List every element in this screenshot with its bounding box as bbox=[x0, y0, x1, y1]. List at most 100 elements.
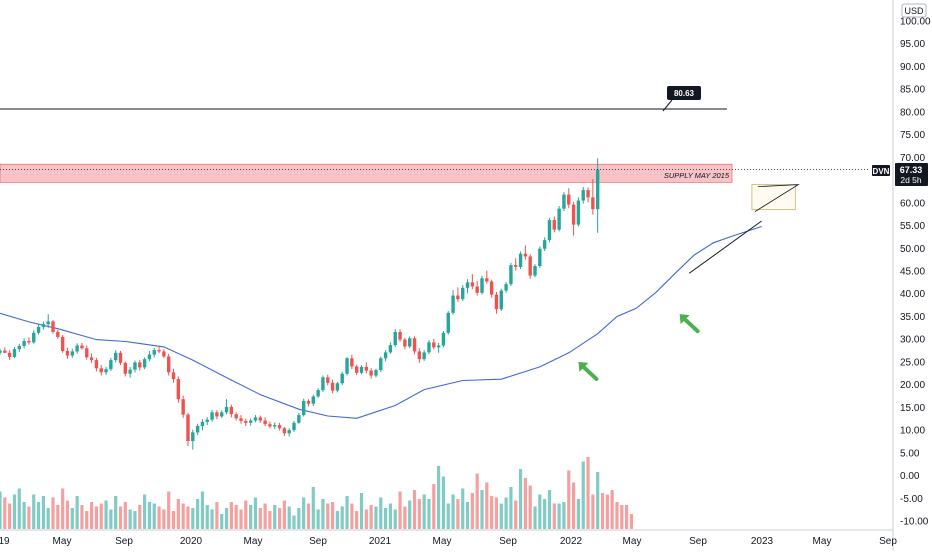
candle bbox=[417, 348, 422, 363]
currency-label[interactable]: USD bbox=[904, 6, 924, 16]
volume-bar bbox=[94, 506, 98, 529]
candle-body bbox=[326, 377, 330, 383]
candle-body bbox=[514, 265, 518, 267]
volume-bar bbox=[499, 503, 503, 529]
candle-body bbox=[412, 338, 417, 352]
candle bbox=[475, 281, 479, 296]
candle bbox=[552, 216, 556, 233]
candle-body bbox=[383, 352, 388, 359]
candle bbox=[330, 379, 335, 394]
candle bbox=[547, 217, 552, 243]
candle bbox=[374, 368, 378, 378]
volume-bar bbox=[244, 500, 248, 529]
candle-body bbox=[542, 240, 547, 249]
y-tick-label: 40.00 bbox=[900, 289, 925, 300]
volume-bar bbox=[17, 488, 21, 529]
candle-body bbox=[138, 362, 142, 368]
candle-body bbox=[220, 412, 224, 417]
candle-body bbox=[480, 278, 484, 293]
volume-bar bbox=[138, 505, 142, 529]
candle-body bbox=[509, 265, 513, 285]
volume-bar bbox=[162, 509, 166, 529]
volume-bar bbox=[36, 502, 41, 529]
candle-body bbox=[22, 341, 26, 346]
y-tick-label: 15.00 bbox=[900, 403, 925, 414]
candle bbox=[234, 412, 238, 421]
volume-bar bbox=[128, 509, 132, 529]
candle-body bbox=[210, 412, 214, 420]
candle bbox=[258, 415, 262, 423]
volume-bar bbox=[268, 511, 272, 529]
candles bbox=[0, 158, 600, 450]
volume-bar bbox=[133, 511, 137, 529]
candle bbox=[485, 270, 489, 284]
volume-bar bbox=[427, 499, 431, 529]
candle-body bbox=[157, 350, 161, 352]
candle bbox=[36, 324, 41, 335]
y-tick-label: 75.00 bbox=[900, 130, 925, 141]
candle-body bbox=[12, 349, 17, 357]
volume-bar bbox=[51, 497, 55, 529]
candle bbox=[176, 376, 181, 403]
candle bbox=[441, 331, 446, 348]
volume-bar bbox=[114, 496, 118, 529]
candle-body bbox=[113, 352, 118, 361]
candle-body bbox=[388, 345, 393, 353]
candle-body bbox=[393, 331, 397, 346]
candle-body bbox=[7, 352, 12, 357]
candle-body bbox=[248, 420, 253, 423]
volume-bar bbox=[374, 506, 378, 529]
candle-body bbox=[533, 266, 537, 276]
volume-bar bbox=[571, 482, 576, 529]
candle bbox=[65, 347, 70, 359]
candle-body bbox=[379, 358, 383, 371]
candle bbox=[571, 201, 576, 236]
candle-body bbox=[118, 352, 123, 363]
volume-bar bbox=[620, 505, 624, 529]
candle-body bbox=[273, 425, 277, 427]
candle bbox=[152, 347, 156, 358]
candle bbox=[12, 346, 17, 359]
drawings-layer bbox=[0, 108, 870, 381]
volume-bar bbox=[562, 502, 566, 529]
volume-bar bbox=[46, 508, 50, 529]
green-arrow-shaft bbox=[681, 316, 700, 334]
candle-body bbox=[17, 346, 21, 350]
candle bbox=[70, 348, 74, 358]
y-tick-label: 70.00 bbox=[900, 153, 925, 164]
volume-bar bbox=[369, 505, 373, 529]
volume-bar bbox=[335, 511, 339, 529]
x-tick-label: May bbox=[244, 536, 263, 547]
candle bbox=[489, 279, 494, 298]
y-tick-label: 80.00 bbox=[900, 107, 925, 118]
candle bbox=[451, 290, 455, 315]
candle-body bbox=[374, 370, 378, 376]
candle bbox=[436, 342, 441, 353]
candle-body bbox=[171, 372, 176, 380]
last-price-label: 67.33 bbox=[900, 165, 923, 175]
resistance-callout[interactable]: 80.63 bbox=[662, 86, 701, 112]
candle-body bbox=[89, 357, 94, 361]
candle-body bbox=[3, 350, 7, 353]
candle bbox=[412, 336, 417, 355]
volume-bar bbox=[302, 497, 306, 529]
candle bbox=[186, 412, 190, 446]
candle-body bbox=[456, 295, 460, 300]
candle bbox=[576, 197, 581, 227]
x-tick-label: Sep bbox=[499, 536, 517, 547]
candle bbox=[388, 342, 393, 354]
volume-bar bbox=[171, 511, 176, 529]
candle-body bbox=[562, 194, 566, 209]
candle-body bbox=[167, 356, 171, 373]
candle bbox=[162, 349, 166, 359]
candle-body bbox=[56, 331, 60, 337]
candle bbox=[494, 291, 499, 314]
volume-bar bbox=[538, 494, 542, 529]
candle bbox=[499, 288, 503, 311]
volume-bar bbox=[350, 503, 354, 529]
candle-body bbox=[234, 414, 238, 419]
green-arrow-shaft bbox=[580, 363, 599, 381]
candle-body bbox=[398, 331, 402, 340]
